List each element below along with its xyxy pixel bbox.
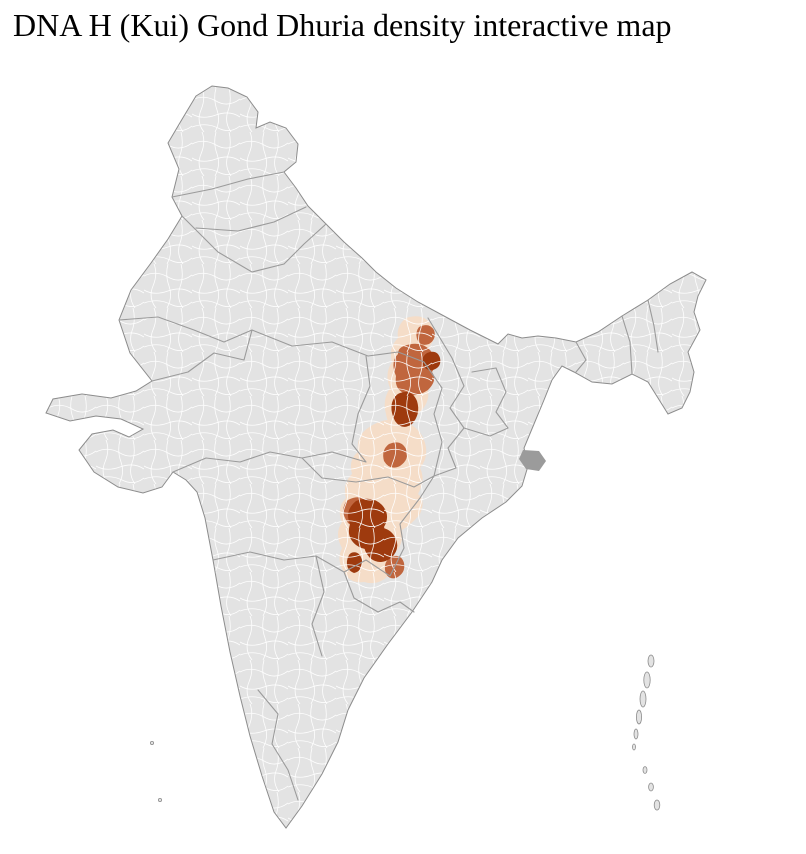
district-region-high-lower-right[interactable]	[363, 528, 398, 562]
state-boundaries	[118, 171, 659, 801]
district-region-medium-middle[interactable]	[383, 442, 408, 468]
density-region-high[interactable]	[346, 351, 441, 573]
island-chain[interactable]	[149, 654, 661, 811]
district-region-high-central[interactable]	[391, 392, 419, 427]
neighbor-territory-patch	[519, 450, 546, 471]
page-title: DNA H (Kui) Gond Dhuria density interact…	[13, 7, 672, 43]
district-region-medium-top-small[interactable]	[416, 325, 435, 345]
